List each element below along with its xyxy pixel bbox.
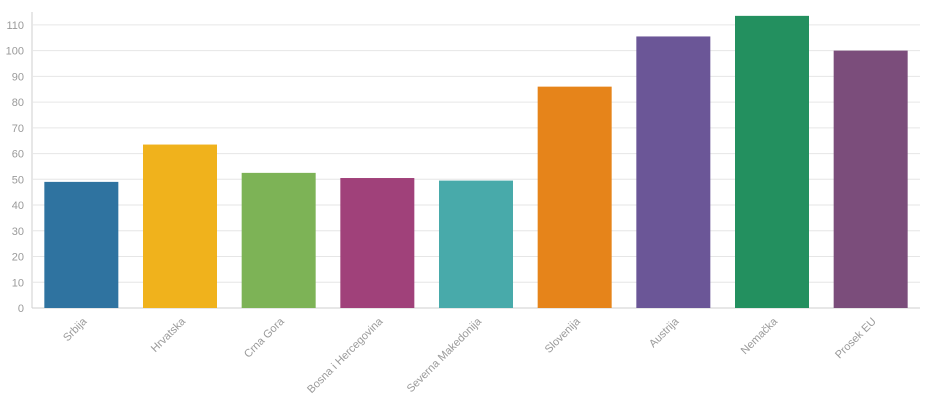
y-tick-label: 60	[12, 149, 24, 161]
x-tick-label: Srbija	[61, 315, 90, 344]
y-tick-label: 110	[6, 20, 24, 32]
x-axis-labels: Srbija Hrvatska Crna Gora Bosna i Hercegovi…	[61, 315, 879, 396]
y-tick-label: 30	[12, 226, 24, 238]
x-tick-label: Severna Makedonija	[405, 315, 485, 395]
x-tick-label: Prosek EU	[833, 316, 879, 362]
y-axis-ticks: 0 10 20 30 40 50 60 70 80 90 100 110	[6, 20, 24, 315]
y-tick-label: 20	[12, 252, 24, 264]
bar-prosek-eu	[833, 50, 908, 308]
y-tick-label: 90	[12, 71, 24, 83]
bar-srbija	[44, 181, 119, 308]
y-tick-label: 50	[12, 174, 24, 186]
x-tick-label: Austrija	[647, 315, 682, 350]
y-tick-label: 10	[12, 277, 24, 289]
x-tick-label: Slovenija	[543, 315, 584, 356]
y-tick-label: 40	[12, 200, 24, 212]
x-tick-label: Nemačka	[739, 315, 781, 357]
y-tick-label: 0	[18, 303, 24, 315]
x-tick-label: Crna Gora	[242, 315, 287, 360]
y-tick-label: 100	[6, 46, 24, 58]
bar-crna-gora	[241, 172, 316, 308]
bar-slovenija	[537, 86, 612, 308]
bar-hrvatska	[143, 144, 217, 308]
y-tick-label: 70	[12, 123, 24, 135]
bars	[44, 15, 908, 308]
bar-nema-ka	[735, 15, 809, 308]
bar-bosna-i-hercegovina	[340, 178, 415, 308]
x-tick-label: Bosna i Hercegovina	[305, 315, 386, 396]
bar-severna-makedonija	[439, 180, 513, 308]
bar-austrija	[636, 36, 711, 308]
y-tick-label: 80	[12, 97, 24, 109]
x-tick-label: Hrvatska	[149, 315, 189, 355]
